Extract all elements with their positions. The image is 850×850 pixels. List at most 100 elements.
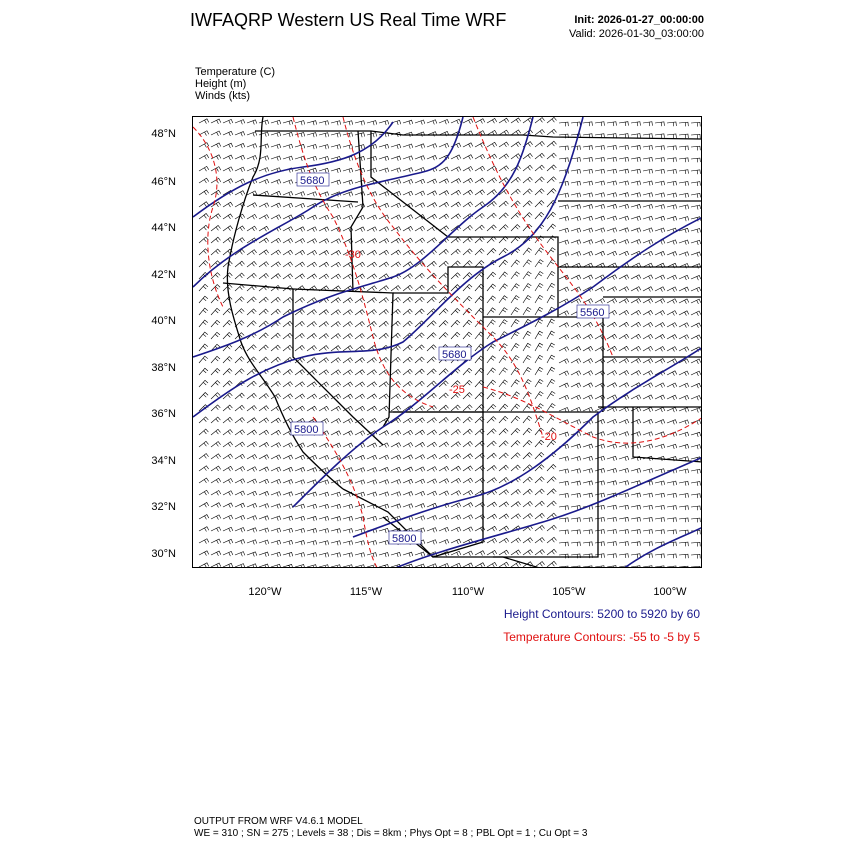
wind-barb: [258, 261, 269, 268]
wind-barb: [606, 553, 617, 559]
wind-barb: [342, 454, 354, 461]
wind-barb: [570, 419, 582, 425]
wind-barb: [594, 180, 605, 186]
wind-barb: [282, 261, 293, 268]
wind-barb: [378, 466, 390, 473]
wind-barb: [402, 417, 413, 424]
wind-barb: [318, 167, 330, 173]
wind-barb: [678, 431, 690, 437]
wind-barb: [390, 332, 401, 340]
wind-barb: [354, 516, 366, 522]
wind-barb: [570, 358, 582, 364]
wind-barb: [534, 525, 545, 532]
wind-barb: [486, 428, 497, 436]
wind-barb: [462, 380, 473, 388]
wind-barb: [378, 454, 390, 461]
wind-barb: [198, 477, 209, 484]
wind-barb: [222, 166, 234, 172]
wind-barb: [234, 368, 245, 376]
wind-barb: [354, 261, 365, 268]
wind-barb: [642, 394, 654, 400]
wind-barb: [438, 526, 450, 533]
wind-barb: [330, 454, 342, 461]
wind-barb: [690, 419, 701, 425]
wind-barb: [498, 549, 509, 556]
wind-barb: [438, 320, 449, 328]
wind-barb: [654, 274, 666, 280]
wind-barb: [486, 550, 498, 556]
wind-barb: [522, 391, 532, 400]
wind-barb: [270, 143, 282, 149]
wind-barb: [318, 454, 330, 461]
wind-barb: [462, 441, 473, 448]
wind-barb: [366, 479, 378, 485]
wind-barb: [282, 393, 293, 400]
wind-barb: [558, 239, 570, 245]
wind-barb: [570, 322, 582, 328]
wind-barb: [630, 133, 641, 139]
wind-barb: [210, 130, 222, 136]
wind-barb: [330, 297, 341, 304]
wind-barb: [306, 467, 318, 473]
wind-barb: [594, 419, 606, 425]
wind-barb: [498, 247, 509, 256]
wind-barb: [210, 142, 222, 148]
wind-barb: [618, 468, 630, 474]
wind-barb: [318, 132, 330, 138]
height-contour: [193, 117, 534, 358]
wind-barb: [570, 145, 581, 151]
wind-barb: [222, 380, 233, 388]
wind-barb: [270, 417, 281, 424]
wind-barb: [606, 504, 617, 510]
wind-barb: [618, 192, 630, 198]
wind-barb: [426, 202, 438, 208]
wind-barb: [438, 368, 449, 376]
wind-barb: [534, 439, 545, 448]
wind-barb: [438, 225, 449, 232]
wind-barb: [462, 154, 474, 160]
wind-barb: [498, 477, 509, 484]
wind-barb: [234, 320, 245, 328]
wind-barb: [210, 272, 221, 280]
wind-barb: [210, 416, 221, 424]
lat-label-32: 32°N: [151, 501, 176, 513]
wind-barb: [306, 155, 318, 162]
wind-barb: [522, 427, 533, 436]
wind-barb: [618, 517, 629, 522]
wind-barb: [378, 143, 390, 150]
wind-barb: [210, 514, 222, 520]
wind-barb: [474, 189, 485, 196]
wind-barb: [534, 247, 544, 256]
wind-barb: [378, 564, 389, 567]
wind-barb: [354, 250, 366, 256]
wind-barb: [462, 550, 474, 556]
wind-barb: [270, 515, 282, 521]
wind-barb: [198, 526, 210, 532]
wind-barb: [486, 271, 497, 280]
wind-barb: [198, 428, 209, 436]
wind-barb: [678, 407, 690, 413]
wind-barb: [306, 381, 317, 388]
wind-barb: [450, 272, 461, 280]
wind-barb: [450, 248, 461, 256]
wind-barb: [534, 391, 544, 400]
wind-barb: [522, 549, 533, 556]
wind-barb: [510, 549, 521, 556]
wind-barb: [378, 491, 390, 497]
wind-barb: [558, 565, 569, 567]
wind-barb: [270, 393, 281, 400]
wind-barb: [630, 192, 642, 198]
wind-barb: [654, 157, 665, 162]
wind-barb: [486, 189, 497, 196]
wind-barb: [222, 526, 234, 533]
wind-barb: [582, 251, 594, 257]
wind-barb: [690, 239, 701, 245]
wind-barb: [198, 154, 210, 160]
wind-barb: [402, 214, 414, 220]
wind-barb: [510, 271, 520, 280]
wind-barb: [306, 479, 318, 485]
wind-barb: [342, 167, 354, 173]
temperature-label: -25: [449, 384, 465, 396]
wind-barb: [594, 298, 606, 304]
wind-barb: [222, 550, 234, 557]
